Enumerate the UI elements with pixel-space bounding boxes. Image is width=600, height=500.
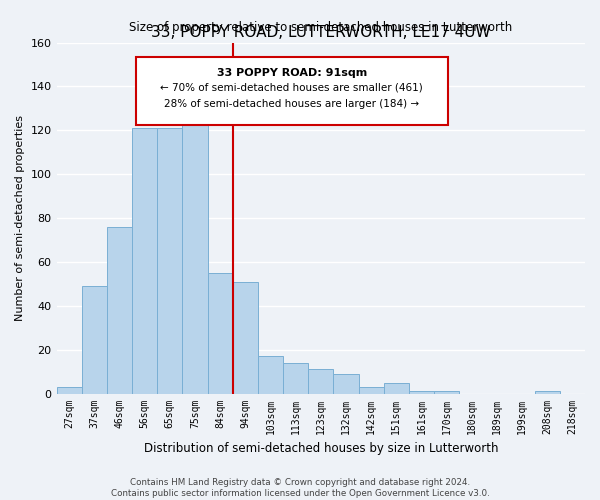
Bar — [208, 273, 233, 394]
Bar — [383, 382, 409, 394]
Bar — [258, 356, 283, 394]
Bar — [56, 387, 82, 394]
Y-axis label: Number of semi-detached properties: Number of semi-detached properties — [15, 115, 25, 321]
Bar — [107, 227, 132, 394]
Text: 33 POPPY ROAD: 91sqm: 33 POPPY ROAD: 91sqm — [217, 68, 367, 78]
Bar — [359, 387, 383, 394]
Text: ← 70% of semi-detached houses are smaller (461): ← 70% of semi-detached houses are smalle… — [160, 83, 423, 93]
Bar — [434, 392, 459, 394]
Bar — [334, 374, 359, 394]
Bar — [157, 128, 182, 394]
Text: 28% of semi-detached houses are larger (184) →: 28% of semi-detached houses are larger (… — [164, 99, 419, 109]
Bar — [82, 286, 107, 394]
Bar — [535, 392, 560, 394]
FancyBboxPatch shape — [136, 56, 448, 125]
Bar — [283, 363, 308, 394]
Bar — [308, 370, 334, 394]
Text: Size of property relative to semi-detached houses in Lutterworth: Size of property relative to semi-detach… — [129, 21, 512, 34]
Text: Contains HM Land Registry data © Crown copyright and database right 2024.
Contai: Contains HM Land Registry data © Crown c… — [110, 478, 490, 498]
Bar — [233, 282, 258, 394]
Bar — [182, 115, 208, 394]
Title: 33, POPPY ROAD, LUTTERWORTH, LE17 4UW: 33, POPPY ROAD, LUTTERWORTH, LE17 4UW — [151, 25, 491, 40]
Bar — [132, 128, 157, 394]
X-axis label: Distribution of semi-detached houses by size in Lutterworth: Distribution of semi-detached houses by … — [143, 442, 498, 455]
Bar — [409, 392, 434, 394]
